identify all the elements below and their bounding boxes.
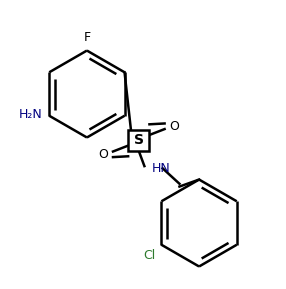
Bar [128,130,150,151]
Text: O: O [170,120,180,133]
Text: O: O [98,148,108,161]
Text: S: S [134,133,144,147]
Text: HN: HN [151,162,170,175]
Text: Cl: Cl [144,249,156,262]
Text: H₂N: H₂N [19,108,42,121]
Text: F: F [83,31,90,44]
